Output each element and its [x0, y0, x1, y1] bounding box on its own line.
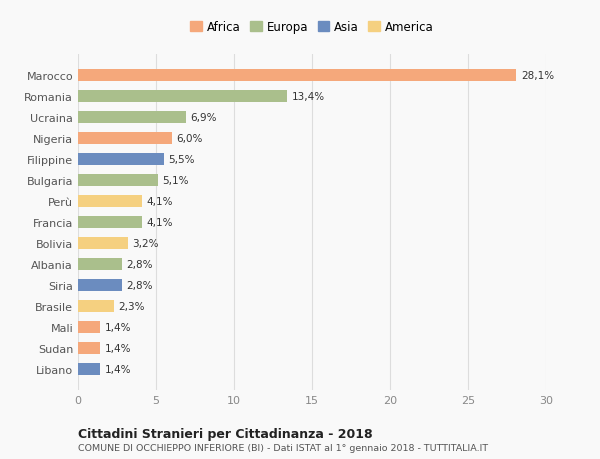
Bar: [78, 301, 114, 312]
Text: 6,9%: 6,9%: [190, 113, 217, 123]
Text: 6,0%: 6,0%: [176, 134, 203, 144]
Text: 3,2%: 3,2%: [133, 239, 159, 248]
Bar: [78, 280, 122, 291]
Bar: [78, 175, 158, 186]
Text: Cittadini Stranieri per Cittadinanza - 2018: Cittadini Stranieri per Cittadinanza - 2…: [78, 427, 373, 440]
Text: 28,1%: 28,1%: [521, 71, 554, 81]
Legend: Africa, Europa, Asia, America: Africa, Europa, Asia, America: [187, 17, 437, 38]
Text: 5,1%: 5,1%: [162, 176, 189, 186]
Text: 1,4%: 1,4%: [104, 364, 131, 374]
Text: 2,8%: 2,8%: [127, 259, 153, 269]
Text: 13,4%: 13,4%: [292, 92, 325, 102]
Bar: [78, 112, 185, 123]
Bar: [78, 238, 128, 249]
Text: 5,5%: 5,5%: [169, 155, 195, 165]
Bar: [78, 342, 100, 354]
Bar: [78, 91, 287, 103]
Text: 1,4%: 1,4%: [104, 343, 131, 353]
Bar: [78, 70, 517, 82]
Text: 4,1%: 4,1%: [146, 197, 173, 207]
Text: 2,8%: 2,8%: [127, 280, 153, 291]
Text: 2,3%: 2,3%: [119, 302, 145, 311]
Text: COMUNE DI OCCHIEPPO INFERIORE (BI) - Dati ISTAT al 1° gennaio 2018 - TUTTITALIA.: COMUNE DI OCCHIEPPO INFERIORE (BI) - Dat…: [78, 443, 488, 452]
Bar: [78, 133, 172, 145]
Bar: [78, 154, 164, 166]
Bar: [78, 259, 122, 270]
Text: 1,4%: 1,4%: [104, 322, 131, 332]
Text: 4,1%: 4,1%: [146, 218, 173, 228]
Bar: [78, 196, 142, 207]
Bar: [78, 217, 142, 229]
Bar: [78, 364, 100, 375]
Bar: [78, 322, 100, 333]
